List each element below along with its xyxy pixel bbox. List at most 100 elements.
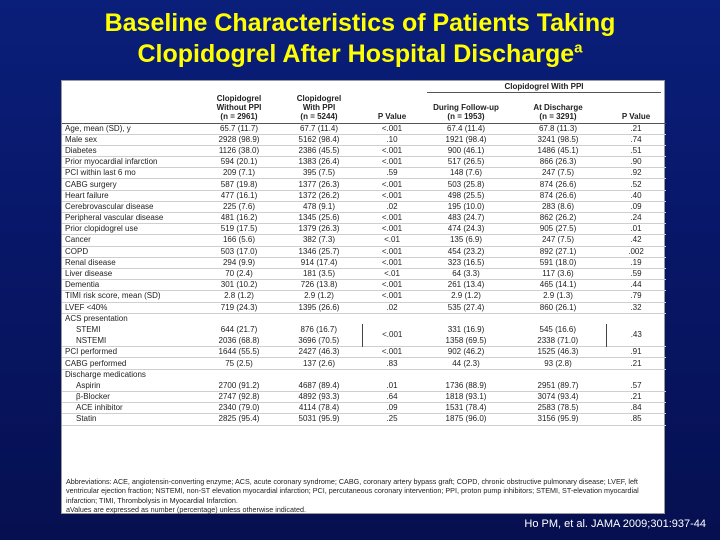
p-value-bracket: .43	[606, 324, 666, 346]
title-line-2: Clopidogrel After Hospital Dischargea	[0, 39, 720, 70]
table-cell: .01	[386, 380, 398, 390]
table-cell: 323 (16.5)	[447, 257, 485, 267]
table-cell: 2700 (91.2)	[218, 380, 260, 390]
table-cell: 860 (26.1)	[539, 302, 577, 312]
table-cell: 874 (26.6)	[539, 179, 577, 189]
column-header: P Value	[377, 111, 407, 121]
table-cell: 2583 (78.5)	[537, 403, 579, 413]
table-row: TIMI risk score, mean (SD) 2.8 (1.2) 2.9 (…	[62, 291, 667, 302]
table-row: Heart failure 477 (16.1) 1372 (26.2) <.001 4…	[62, 190, 667, 202]
table-cell: .51	[630, 145, 642, 155]
baseline-table: Clopidogrel With PPI Clopidogrel Without…	[62, 81, 667, 426]
table-cell: .32	[630, 302, 642, 312]
group-header: Clopidogrel With PPI	[427, 82, 662, 93]
column-header: During Follow-up (n = 1953)	[433, 102, 499, 121]
table-cell: 93 (2.8)	[544, 358, 572, 368]
table-cell: 2825 (95.4)	[218, 414, 260, 424]
row-label: PCI performed	[65, 347, 118, 357]
table-cell: 2951 (89.7)	[537, 380, 579, 390]
table-cell: 4114 (78.4)	[298, 403, 340, 413]
table-cell: 902 (46.2)	[447, 347, 485, 357]
table-cell: .92	[630, 168, 642, 178]
column-header: Clopidogrel With PPI (n = 5244)	[296, 93, 342, 121]
table-cell: <.001	[381, 190, 403, 200]
table-cell: .002	[628, 246, 644, 256]
p-value: .43	[630, 330, 642, 340]
table-row: Renal disease 294 (9.9) 914 (17.4) <.001 323…	[62, 257, 667, 269]
table-cell: 591 (18.0)	[539, 257, 577, 267]
table-row: Statin 2825 (95.4) 5031 (95.9) .25 1875 (96.…	[62, 414, 667, 426]
table-cell: .21	[630, 392, 642, 402]
table-cell: 465 (14.1)	[539, 280, 577, 290]
table-cell: .21	[630, 358, 642, 368]
row-label: LVEF <40%	[65, 302, 108, 312]
table-cell: .19	[630, 257, 642, 267]
p-value: <.001	[382, 330, 403, 340]
table-row: Prior clopidogrel use 519 (17.5) 1379 (26.…	[62, 224, 667, 235]
column-header-row: Clopidogrel Without PPI (n = 2961) Clopid…	[62, 93, 667, 123]
table-row: β-Blocker 2747 (92.8) 4892 (93.3) .64 1818 (…	[62, 392, 667, 403]
table-cell: 2427 (46.3)	[298, 347, 340, 357]
row-label: Dementia	[65, 280, 100, 290]
table-row: Male sex 2928 (98.9) 5162 (98.4) .10 1921 (9…	[62, 134, 667, 146]
table-cell: 2.9 (1.2)	[304, 291, 334, 301]
section-label-row: ACS presentation	[62, 313, 666, 324]
column-header	[62, 93, 202, 123]
table-cell: .59	[630, 269, 642, 279]
table-row: Cancer 166 (5.6) 382 (7.3) <.01 135 (6.9) 247…	[62, 235, 667, 247]
table-cell: <.001	[381, 280, 403, 290]
table-cell: 2747 (92.8)	[218, 392, 260, 402]
table-cell: <.001	[381, 145, 403, 155]
table-cell: 44 (2.3)	[452, 358, 480, 368]
table-cell: 535 (27.4)	[447, 302, 485, 312]
table-cell: 5031 (95.9)	[298, 414, 340, 424]
table-cell: <.001	[381, 123, 403, 133]
row-label: NSTEMI	[76, 335, 107, 345]
table-cell: 135 (6.9)	[449, 235, 483, 245]
table-cell: .21	[630, 123, 642, 133]
row-label: STEMI	[76, 324, 101, 334]
table-cell: 301 (10.2)	[220, 280, 258, 290]
column-header: P Value	[621, 111, 651, 121]
table-cell: 862 (26.2)	[539, 213, 577, 223]
table-cell: 294 (9.9)	[222, 257, 256, 267]
row-label: ACE inhibitor	[76, 403, 123, 413]
table-cell: 2.9 (1.3)	[543, 291, 573, 301]
table-cell: 1736 (88.9)	[445, 380, 487, 390]
table-cell: <.01	[384, 269, 400, 279]
row-label: Age, mean (SD), y	[65, 123, 131, 133]
row-label: Male sex	[65, 134, 98, 144]
column-header: Clopidogrel Without PPI (n = 2961)	[216, 93, 262, 121]
p-value-bracket: <.001	[362, 324, 422, 346]
citation: Ho PM, et al. JAMA 2009;301:937-44	[524, 518, 706, 530]
table-cell: 481 (16.2)	[220, 213, 258, 223]
table-cell: 3241 (98.5)	[537, 134, 579, 144]
column-header: At Discharge (n = 3291)	[533, 102, 583, 121]
table-cell: 225 (7.6)	[222, 201, 256, 211]
table-cell: 67.7 (11.4)	[299, 123, 339, 133]
title-line-1: Baseline Characteristics of Patients Tak…	[104, 9, 616, 37]
table-cell: 483 (24.7)	[447, 213, 485, 223]
row-label: Prior myocardial infarction	[65, 157, 158, 167]
table-cell: .44	[630, 280, 642, 290]
table-cell: <.001	[381, 224, 403, 234]
group-header-cell: Clopidogrel With PPI	[422, 81, 666, 93]
table-cell: 382 (7.3)	[302, 235, 336, 245]
group-header-row: Clopidogrel With PPI	[62, 81, 666, 93]
table-cell: 1531 (78.4)	[445, 403, 487, 413]
table-cell: .91	[630, 347, 642, 357]
table-row: STEMI 644 (21.7) 876 (16.7) <.001 331 (16.9)…	[62, 324, 666, 339]
table-cell: 64 (3.3)	[452, 269, 480, 279]
row-label: Renal disease	[65, 257, 116, 267]
row-label: Statin	[76, 414, 97, 424]
footnote-note-text: aValues are expressed as number (percent…	[66, 504, 306, 514]
table-cell: 67.8 (11.3)	[538, 123, 578, 133]
row-label: TIMI risk score, mean (SD)	[65, 291, 161, 301]
row-label: β-Blocker	[76, 392, 110, 402]
table-cell: .09	[630, 201, 642, 211]
row-label: Prior clopidogrel use	[65, 224, 138, 234]
table-cell: 4687 (89.4)	[298, 380, 340, 390]
title-line-2-text: Clopidogrel After Hospital Discharge	[137, 40, 575, 68]
table-cell: <.001	[381, 291, 403, 301]
row-label: COPD	[65, 246, 89, 256]
